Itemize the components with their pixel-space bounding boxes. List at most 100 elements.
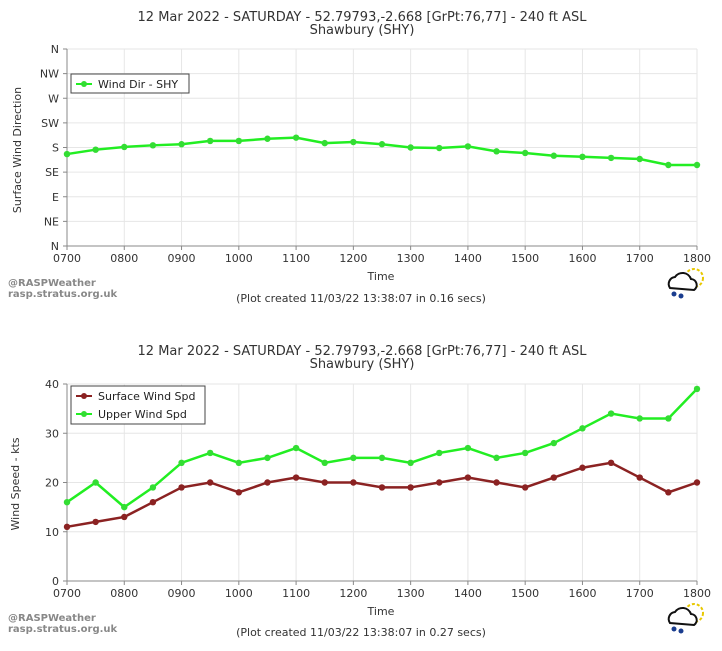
data-point xyxy=(378,141,386,148)
data-point xyxy=(407,144,414,151)
legend-marker-upper xyxy=(81,411,87,417)
x-tick-label: 1700 xyxy=(626,587,654,600)
data-point xyxy=(350,454,357,462)
data-point xyxy=(636,474,643,481)
x-tick-label: 0900 xyxy=(168,252,196,265)
y-tick-label: N xyxy=(51,43,59,56)
y-axis-label: Wind Speed - kts xyxy=(9,437,22,530)
data-point xyxy=(521,449,529,457)
y-tick-label: SE xyxy=(45,166,59,179)
data-point xyxy=(693,161,701,169)
series-1 xyxy=(63,385,701,511)
x-tick-label: 1600 xyxy=(568,587,596,600)
data-point xyxy=(235,137,243,145)
data-point xyxy=(521,149,529,157)
y-tick-label: NE xyxy=(44,215,59,228)
y-tick-label: S xyxy=(52,142,59,155)
legend: Wind Dir - SHY xyxy=(70,73,190,94)
data-point xyxy=(63,523,71,531)
data-point xyxy=(464,474,472,481)
x-tick-label: 1800 xyxy=(683,252,711,265)
data-point xyxy=(92,518,99,526)
chart-subtitle: Shawbury (SHY) xyxy=(310,357,415,372)
data-point xyxy=(407,459,414,466)
x-tick-label: 0700 xyxy=(53,587,81,600)
credit-line-2: rasp.stratus.org.uk xyxy=(8,624,118,635)
data-point xyxy=(321,139,328,147)
credit-line-2: rasp.stratus.org.uk xyxy=(8,289,118,300)
data-point xyxy=(149,499,157,506)
x-tick-label: 0900 xyxy=(168,587,196,600)
data-point xyxy=(264,479,271,486)
data-point xyxy=(579,464,586,471)
x-tick-label: 1800 xyxy=(683,587,711,600)
data-point xyxy=(235,489,243,496)
series-group xyxy=(63,385,701,531)
data-point xyxy=(63,499,71,506)
data-point xyxy=(178,459,185,466)
data-point xyxy=(206,449,214,457)
x-tick-label: 1600 xyxy=(568,252,596,265)
plot-footnote: (Plot created 11/03/22 13:38:07 in 0.16 … xyxy=(236,292,486,305)
data-point xyxy=(607,459,615,466)
data-point xyxy=(235,459,243,466)
x-tick-label: 0700 xyxy=(53,252,81,265)
data-point xyxy=(436,479,443,486)
y-tick-label: N xyxy=(51,240,59,253)
data-point xyxy=(550,474,558,481)
data-point xyxy=(550,439,558,447)
legend-box xyxy=(70,73,190,94)
data-point xyxy=(636,415,643,422)
data-point xyxy=(378,454,386,462)
data-point xyxy=(350,479,357,486)
legend-marker-wind-dir xyxy=(81,81,87,87)
y-tick-label: NW xyxy=(40,68,59,81)
y-tick-label: E xyxy=(52,191,59,204)
data-point xyxy=(436,449,443,457)
data-point xyxy=(436,144,443,152)
rain-cloud-sun-icon xyxy=(667,603,704,634)
x-tick-label: 1500 xyxy=(511,252,539,265)
x-tick-label: 1700 xyxy=(626,252,654,265)
data-point xyxy=(206,137,214,145)
data-point xyxy=(206,479,214,486)
data-point xyxy=(665,161,672,169)
legend-label-upper: Upper Wind Spd xyxy=(98,408,187,421)
x-axis-label: Time xyxy=(367,605,395,618)
data-point xyxy=(693,479,701,486)
x-tick-label: 0800 xyxy=(110,587,138,600)
data-point xyxy=(121,513,128,521)
legend-label-wind-dir: Wind Dir - SHY xyxy=(98,78,178,91)
chart-title: 12 Mar 2022 - SATURDAY - 52.79793,-2.668… xyxy=(138,10,588,25)
y-tick-label: 30 xyxy=(45,427,59,440)
legend: Surface Wind Spd Upper Wind Spd xyxy=(70,385,206,425)
data-point xyxy=(636,155,643,163)
y-tick-label: 40 xyxy=(45,378,59,391)
chart-subtitle: Shawbury (SHY) xyxy=(310,23,415,38)
y-tick-label: W xyxy=(48,92,59,105)
x-tick-label: 1200 xyxy=(339,252,367,265)
wind-direction-panel: 12 Mar 2022 - SATURDAY - 52.79793,-2.668… xyxy=(0,0,722,322)
x-tick-label: 1300 xyxy=(397,587,425,600)
x-tick-label: 1000 xyxy=(225,587,253,600)
data-point xyxy=(493,454,500,462)
data-point xyxy=(149,142,157,149)
data-point xyxy=(607,410,615,417)
data-point xyxy=(493,479,500,486)
x-tick-label: 1400 xyxy=(454,252,482,265)
plot-footnote: (Plot created 11/03/22 13:38:07 in 0.27 … xyxy=(236,626,486,639)
data-point xyxy=(321,479,328,486)
x-tick-label: 1000 xyxy=(225,252,253,265)
x-axis-label: Time xyxy=(367,270,395,283)
y-tick-label: 20 xyxy=(45,477,59,490)
x-tick-label: 1500 xyxy=(511,587,539,600)
x-tick-label: 1100 xyxy=(282,587,310,600)
series-group xyxy=(63,134,701,169)
data-point xyxy=(550,152,558,159)
data-point xyxy=(665,489,672,496)
rain-cloud-sun-icon xyxy=(667,268,704,299)
x-tick-label: 1400 xyxy=(454,587,482,600)
legend-label-surface: Surface Wind Spd xyxy=(98,390,196,403)
wind-direction-chart: 12 Mar 2022 - SATURDAY - 52.79793,-2.668… xyxy=(8,10,711,305)
